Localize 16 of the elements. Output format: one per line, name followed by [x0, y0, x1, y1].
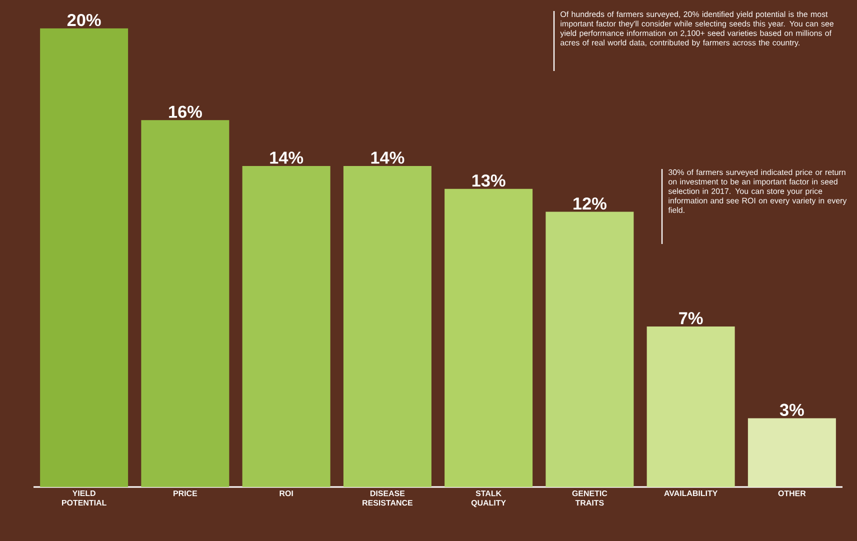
- bar: [343, 166, 432, 487]
- bar: [444, 188, 533, 487]
- data-label: 16%: [169, 106, 202, 118]
- data-label: 12%: [574, 197, 606, 210]
- data-label: 7%: [679, 312, 703, 324]
- bar: [141, 120, 230, 487]
- bar: [242, 166, 330, 487]
- data-label: 3%: [780, 404, 804, 416]
- data-label: 14%: [270, 152, 304, 164]
- data-label: 13%: [472, 174, 506, 187]
- data-label: 14%: [371, 152, 404, 164]
- bar: [546, 212, 634, 487]
- bar: [748, 418, 836, 487]
- bar: [646, 326, 735, 487]
- data-label: 20%: [67, 14, 101, 26]
- bar: [40, 28, 128, 487]
